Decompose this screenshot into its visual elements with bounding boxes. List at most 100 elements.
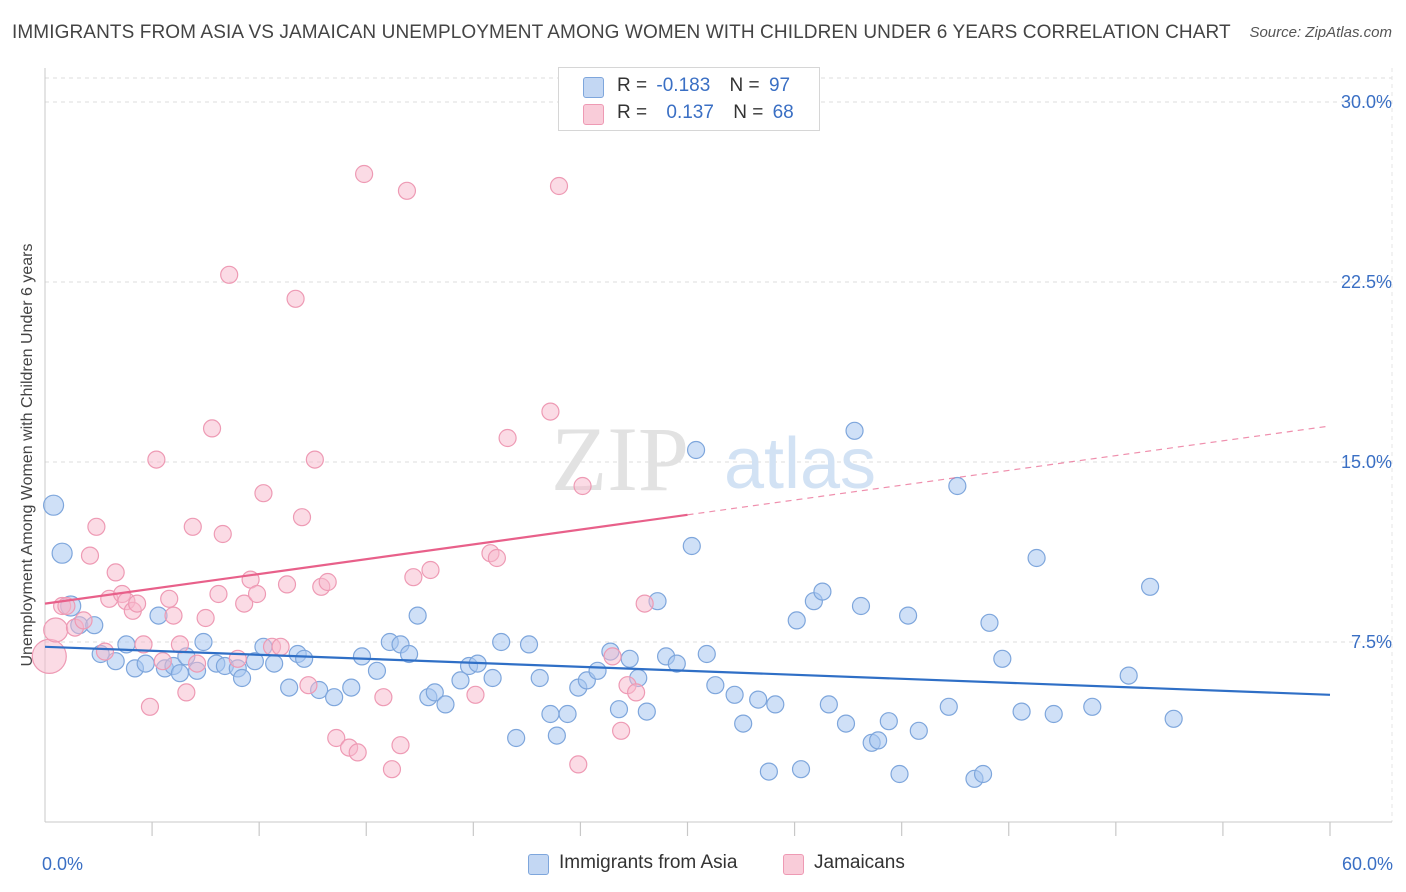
data-point-jamaicans [487,548,506,568]
legend-swatch-asia [583,77,604,98]
data-point-jamaicans [202,419,222,438]
data-point-jamaicans [164,606,183,625]
chart-title: IMMIGRANTS FROM ASIA VS JAMAICAN UNEMPLO… [12,22,1231,43]
legend-r-label: R = [617,102,648,123]
data-point-jamaicans [573,476,592,496]
data-point-asia [265,654,284,673]
data-point-asia [637,702,656,721]
data-point-asia [507,728,526,748]
data-point-asia [194,632,213,652]
data-point-jamaicans [127,594,147,613]
data-point-asia [519,635,539,654]
data-point-jamaicans [603,647,622,666]
legend-label-jamaicans: Jamaicans [814,852,905,873]
data-point-jamaicans [134,635,153,654]
legend-label-asia: Immigrants from Asia [559,852,738,873]
data-point-asia [749,690,768,709]
source-credit: Source: ZipAtlas.com [1249,24,1392,41]
data-point-asia [869,731,888,750]
data-point-asia [530,668,549,688]
data-point-asia [787,611,806,630]
data-point-jamaicans [569,755,588,774]
legend-swatch-jamaicans [783,854,804,875]
legend-n-label: N = [729,75,760,96]
data-point-asia [813,582,832,601]
legend-swatch-jamaicans [583,104,604,125]
data-point-jamaicans [87,517,106,536]
data-point-jamaicans [305,450,324,469]
data-point-asia [399,644,419,664]
y-tick-label: 22.5% [1341,272,1392,292]
data-point-jamaicans [635,594,654,613]
data-point-jamaicans [254,484,273,503]
data-point-asia [706,676,725,695]
watermark-zip: ZIP [551,408,689,510]
data-point-jamaicans [355,164,374,184]
data-point-asia [588,661,607,680]
legend-r-value: -0.183 [656,75,711,96]
data-point-asia [1119,666,1138,685]
data-point-asia [1027,548,1046,568]
data-point-asia [342,678,361,697]
trendline-asia [44,645,1331,696]
axes [44,68,1392,836]
data-point-asia [408,606,427,625]
data-point-jamaicans [177,683,196,702]
data-point-asia [558,704,577,724]
data-point-jamaicans [235,594,254,613]
data-point-jamaicans [247,584,267,604]
data-point-jamaicans [348,743,367,762]
data-point-asia [280,678,299,697]
y-tick-label: 30.0% [1341,92,1392,112]
data-point-jamaicans [391,736,410,755]
legend-r-label: R = [617,75,648,96]
data-point-asia [686,440,706,460]
series-jamaicans [31,102,654,779]
data-point-jamaicans [187,654,207,673]
data-point-jamaicans [327,728,346,748]
data-point-jamaicans [170,635,190,654]
legend-n-label: N = [733,102,764,123]
data-point-jamaicans [549,176,569,196]
data-point-asia [483,668,502,688]
data-point-asia [425,683,444,702]
data-point-jamaicans [160,589,179,608]
data-point-jamaicans [271,637,290,656]
data-point-asia [1083,697,1102,716]
y-tick-label: 15.0% [1341,452,1392,472]
legend-r-value: 0.137 [666,102,714,123]
data-point-jamaicans [541,402,560,421]
data-point-jamaicans [374,688,393,707]
data-point-jamaicans [147,450,166,469]
data-point-asia [791,760,811,779]
data-point-jamaicans [213,524,232,544]
data-point-asia [898,606,918,625]
data-point-asia [325,688,344,707]
legend-n-value: 97 [768,75,791,96]
data-point-asia [734,714,753,733]
data-point-asia [609,700,629,719]
data-point-jamaicans [299,676,318,695]
data-point-asia [1012,702,1031,721]
data-point-asia [667,654,686,673]
data-point-asia [436,695,455,714]
legend-n-value: 68 [772,102,794,123]
data-point-asia [1164,709,1183,728]
data-point-jamaicans [183,517,202,536]
data-point-jamaicans [286,289,305,308]
data-point-asia [697,644,716,664]
series-legend: Immigrants from Asia Jamaicans [0,852,1406,876]
data-point-asia [993,649,1012,668]
data-point-jamaicans [421,560,440,580]
data-point-jamaicans [209,584,228,604]
data-point-asia [367,661,387,680]
data-point-asia [451,671,470,690]
data-point-jamaicans [153,652,172,671]
data-point-asia [948,476,967,496]
data-point-asia [136,654,155,673]
data-point-asia [232,668,252,688]
data-point-jamaicans [80,546,100,565]
data-point-asia [725,685,744,704]
data-point-jamaicans [397,181,417,200]
data-point-asia [295,649,314,668]
